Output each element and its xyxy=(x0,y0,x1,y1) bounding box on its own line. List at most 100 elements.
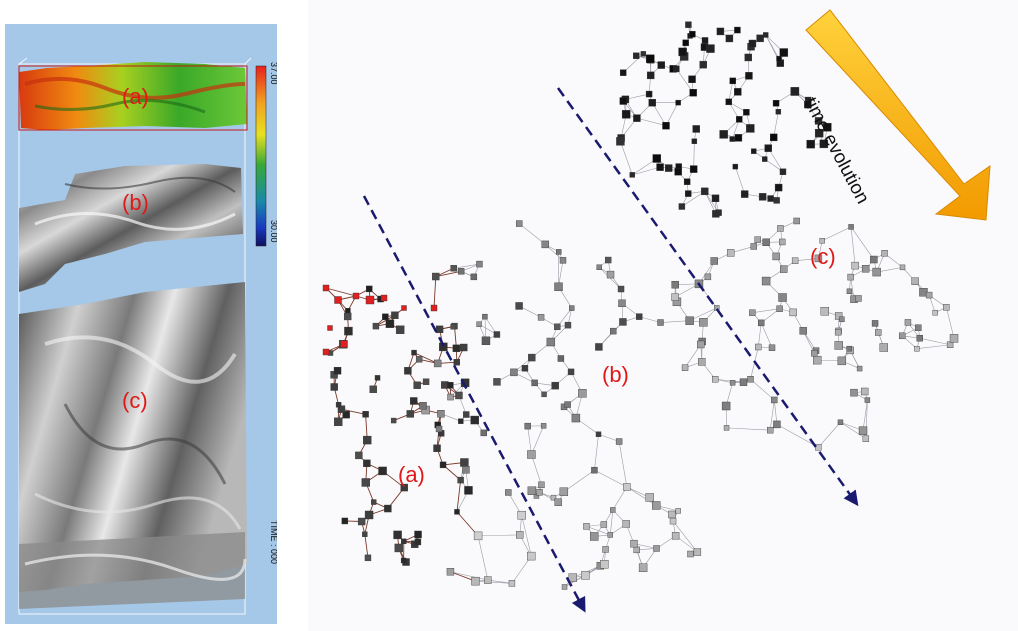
graph-edge xyxy=(850,226,875,260)
graph-edge xyxy=(684,344,702,368)
graph-node xyxy=(355,451,363,460)
graph-node xyxy=(814,128,824,138)
graph-node xyxy=(380,294,388,302)
graph-edge xyxy=(672,520,698,553)
graph-node xyxy=(480,429,487,437)
graph-node xyxy=(711,194,720,203)
graph-edge xyxy=(477,535,489,581)
graph-node xyxy=(925,291,933,299)
graph-node xyxy=(916,334,923,342)
graph-node xyxy=(633,114,641,122)
graph-edge xyxy=(456,480,462,512)
graph-node xyxy=(391,311,399,319)
graph-node xyxy=(834,328,842,336)
graph-node xyxy=(508,580,516,587)
graph-node xyxy=(450,265,457,272)
graph-node xyxy=(769,133,778,142)
graph-node xyxy=(719,130,728,139)
graph-edge xyxy=(519,223,546,245)
graph-node xyxy=(834,341,843,350)
graph-node xyxy=(610,327,617,335)
graph-node xyxy=(623,483,631,491)
graph-node xyxy=(697,340,705,349)
graph-node xyxy=(564,401,571,408)
graph-node xyxy=(721,401,731,411)
left-region-label-a: (a) xyxy=(122,84,149,109)
graph-edge xyxy=(760,322,773,348)
graph-node xyxy=(861,265,870,273)
graph-node xyxy=(754,236,761,243)
graph-node xyxy=(439,461,447,469)
graph-edge xyxy=(413,352,438,364)
graph-node xyxy=(595,431,602,437)
graph-node xyxy=(322,284,330,292)
graph-edge xyxy=(730,246,754,254)
graph-node xyxy=(739,378,748,386)
graph-node xyxy=(904,319,912,326)
graph-node xyxy=(361,478,371,487)
graph-node xyxy=(871,320,879,327)
graph-edge xyxy=(622,53,644,73)
graph-node xyxy=(419,402,427,410)
graph-node xyxy=(657,61,666,69)
graph-node xyxy=(779,48,789,57)
graph-edge xyxy=(795,258,819,262)
graph-node xyxy=(736,116,743,123)
graph-node xyxy=(671,293,679,301)
graph-node xyxy=(493,378,501,386)
graph-node xyxy=(790,87,800,96)
graph-node xyxy=(819,139,829,149)
graph-node xyxy=(777,225,784,232)
graph-node xyxy=(847,273,854,281)
graph-node xyxy=(691,138,698,144)
graph-node xyxy=(363,435,372,445)
graph-node xyxy=(751,148,757,154)
graph-node xyxy=(531,379,538,387)
graph-node xyxy=(471,576,480,586)
graph-node xyxy=(557,355,565,362)
graph-node xyxy=(669,517,677,525)
graph-node xyxy=(590,532,599,541)
graph-node xyxy=(734,88,742,96)
graph-edge xyxy=(325,287,357,297)
graph-node xyxy=(524,422,531,430)
graph-node xyxy=(685,21,692,28)
graph-node xyxy=(740,190,749,198)
graph-node xyxy=(345,308,351,314)
graph-node xyxy=(758,193,767,201)
graph-node xyxy=(915,324,922,331)
graph-node xyxy=(678,47,687,57)
graph-node xyxy=(815,444,822,451)
graph-edge xyxy=(433,276,437,309)
graph-edge xyxy=(731,119,740,140)
graph-node xyxy=(607,532,613,538)
graph-node xyxy=(554,282,563,292)
graph-edge xyxy=(618,441,628,488)
graph-edge xyxy=(609,509,614,535)
graph-node xyxy=(395,325,405,334)
graph-node xyxy=(453,359,460,366)
graph-node xyxy=(855,295,862,302)
graph-edge xyxy=(767,147,784,172)
graph-node xyxy=(763,32,769,38)
graph-edge xyxy=(598,433,620,442)
graph-node xyxy=(537,314,545,321)
graph-edge xyxy=(946,307,955,339)
graph-region-label-c: (c) xyxy=(810,244,836,269)
graph-node xyxy=(750,243,757,250)
graph-node xyxy=(340,340,348,348)
graph-node xyxy=(932,309,938,316)
graph-node xyxy=(619,318,627,326)
graph-node xyxy=(437,410,445,418)
graph-node xyxy=(462,466,470,474)
graph-node xyxy=(814,117,823,125)
graph-edge xyxy=(450,571,488,581)
graph-node xyxy=(378,466,387,476)
graph-node xyxy=(683,178,691,185)
graph-node xyxy=(911,277,919,285)
graph-node xyxy=(369,385,377,394)
graph-node xyxy=(404,367,412,375)
graph-node xyxy=(411,349,417,356)
graph-node xyxy=(764,144,772,152)
graph-node xyxy=(366,285,373,293)
